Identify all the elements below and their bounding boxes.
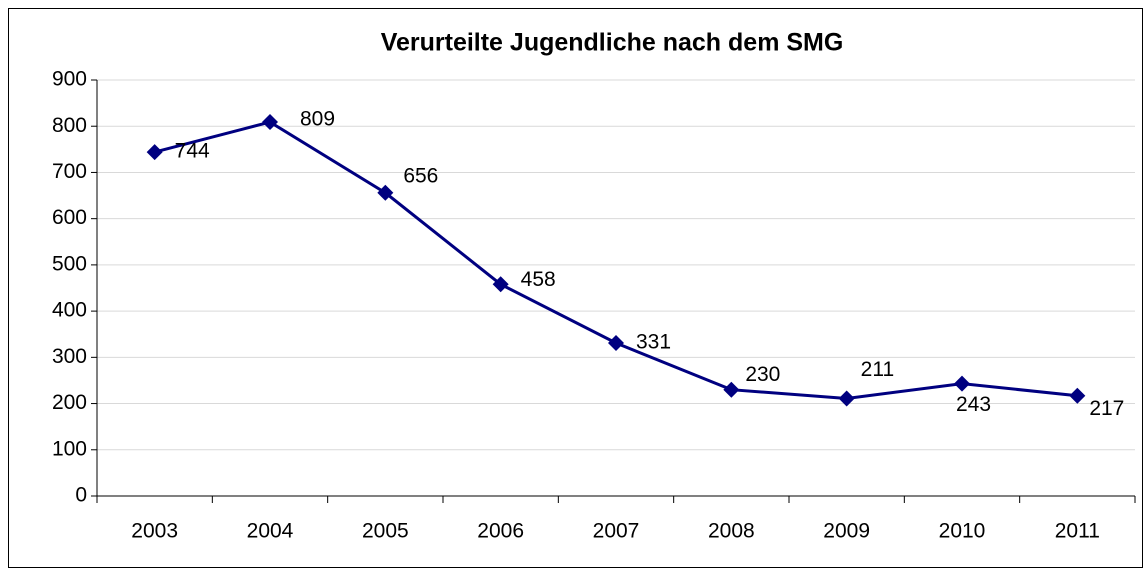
y-tick-label: 200 [52,391,87,414]
data-marker [377,184,394,201]
data-label: 217 [1089,397,1124,420]
data-label: 331 [636,331,671,354]
data-label: 809 [300,108,335,131]
x-tick-label: 2006 [477,520,524,543]
data-marker [1069,387,1086,404]
data-marker [262,114,278,131]
data-label: 211 [861,358,894,381]
y-tick-label: 500 [52,252,87,275]
chart-title: Verurteilte Jugendliche nach dem SMG [381,29,844,57]
data-label: 243 [956,393,991,416]
data-marker [838,390,855,407]
y-tick-label: 900 [52,68,87,91]
data-label: 744 [175,140,210,163]
x-tick-label: 2011 [1055,520,1100,543]
y-tick-label: 400 [52,299,87,322]
x-tick-label: 2009 [823,520,870,543]
y-tick-label: 100 [52,437,87,460]
x-tick-label: 2004 [247,520,294,543]
x-tick-label: 2003 [131,520,178,543]
x-tick-label: 2008 [708,520,755,543]
y-tick-label: 800 [52,114,87,137]
data-label: 656 [403,164,438,187]
data-label: 230 [745,363,780,386]
y-tick-label: 700 [52,160,87,183]
data-marker [723,381,740,398]
data-marker [954,375,970,392]
data-marker [146,144,163,161]
data-marker [608,335,624,352]
y-tick-label: 300 [52,345,87,368]
y-tick-label: 0 [75,484,87,507]
y-tick-label: 600 [52,206,87,229]
x-tick-label: 2010 [939,520,986,543]
x-tick-label: 2007 [593,520,640,543]
data-marker [492,276,509,293]
data-label: 458 [521,268,556,291]
x-tick-label: 2005 [362,520,409,543]
chart-border [8,8,1143,568]
